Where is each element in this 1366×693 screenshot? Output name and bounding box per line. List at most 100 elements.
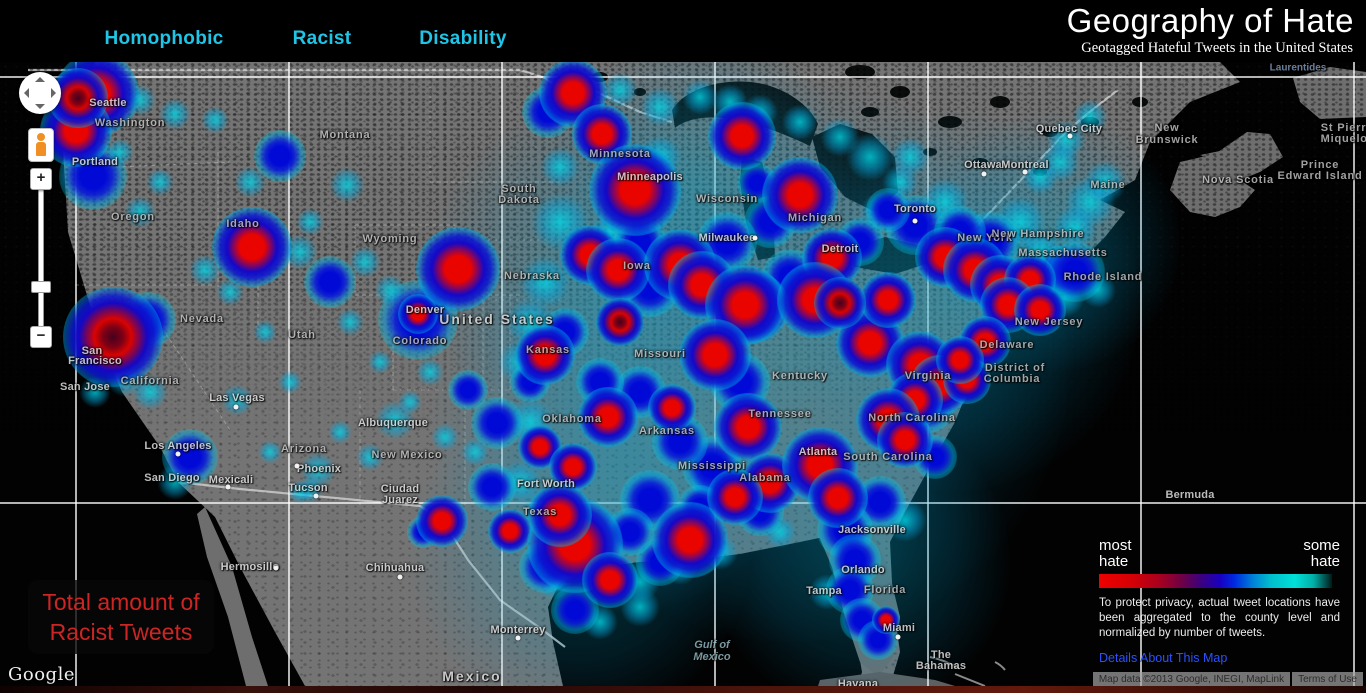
tab-homophobic[interactable]: Homophobic [104, 28, 224, 49]
map-label: Rhode Island [1063, 271, 1143, 283]
map-label: Brunswick [1135, 134, 1199, 146]
total-tweets-box: Total amount of Racist Tweets [28, 580, 214, 654]
map-label: United States [439, 311, 555, 327]
graticule-line [1140, 62, 1142, 686]
legend-most-hate-label: most hate [1099, 537, 1132, 571]
map-label: New York [957, 232, 1013, 244]
city-dot [752, 235, 758, 241]
zoom-in-button[interactable]: + [30, 168, 52, 190]
newfoundland [1293, 67, 1366, 119]
city-dot [225, 484, 231, 490]
map-label: Nova Scotia [1202, 174, 1274, 186]
map-label: Montana [319, 129, 371, 141]
map-label: New Mexico [371, 449, 443, 461]
zoom-slider-track[interactable] [38, 188, 44, 328]
map-label: Chihuahua [365, 562, 425, 574]
city-dot [912, 218, 918, 224]
map-canvas[interactable]: Washington Montana Oregon Idaho Wyoming South… [0, 62, 1366, 686]
pan-down-icon[interactable] [35, 104, 45, 109]
city-dot [313, 493, 319, 499]
map-label: Wisconsin [695, 193, 759, 205]
map-label: Kentucky [772, 370, 828, 382]
baja-peninsula [197, 507, 268, 686]
map-label: St Pierre [1320, 122, 1366, 134]
legend-privacy-note: To protect privacy, actual tweet locatio… [1099, 597, 1340, 640]
map-legend: most hate some hate To protect privacy, ac… [1099, 537, 1340, 667]
map-label: Edward Island [1277, 170, 1363, 182]
street-view-pegman[interactable] [28, 128, 54, 162]
map-label: Ciudad [380, 483, 420, 495]
pan-right-icon[interactable] [51, 88, 56, 98]
city-dot [273, 565, 279, 571]
map-label: Washington [94, 117, 166, 129]
atlantic-ocean [890, 62, 1366, 686]
map-label: Oregon [111, 211, 155, 223]
map-label: Orlando [841, 564, 885, 576]
map-label: Quebec City [1035, 123, 1103, 135]
map-label: Minnesota [589, 148, 651, 160]
map-label: Nevada [180, 313, 224, 325]
pan-control[interactable] [19, 72, 61, 114]
legend-gradient-bar [1099, 574, 1332, 589]
prince-edward-island [1200, 149, 1255, 162]
map-label: Wyoming [362, 233, 418, 245]
map-label: Havana [837, 678, 879, 686]
page-title: Geography of Hate [1066, 2, 1354, 39]
map-label: Virginia [904, 370, 952, 382]
map-label: Prince [1300, 159, 1340, 171]
map-label: Mississippi [677, 460, 747, 472]
map-label: Nebraska [504, 270, 560, 282]
city-dot [981, 171, 987, 177]
pegman-icon-body [36, 142, 46, 156]
pan-left-icon[interactable] [24, 88, 29, 98]
map-label: Gulf of [694, 639, 730, 651]
map-label: Michigan [787, 212, 843, 224]
map-label: San [81, 345, 103, 357]
bottom-edge-strip [0, 686, 1366, 693]
map-label: Delaware [979, 339, 1035, 351]
map-label: Fort Worth [516, 478, 576, 490]
map-label: Los Angeles [144, 440, 212, 452]
map-label: Miquelon [1320, 133, 1366, 145]
graticule-line [1353, 62, 1355, 686]
map-label: Massachusetts [1018, 247, 1108, 259]
map-label: Montreal [1001, 159, 1049, 171]
zoom-slider-handle[interactable] [31, 281, 51, 293]
map-attribution: Map data ©2013 Google, INEGI, MapLink Te… [1092, 672, 1363, 686]
map-label: Utah [288, 329, 316, 341]
map-label: Kansas [526, 344, 570, 356]
map-label: Miami [882, 622, 916, 634]
map-label: New Hampshire [991, 228, 1085, 240]
google-logo[interactable]: Google [8, 664, 75, 685]
city-dot [233, 404, 239, 410]
map-label: South Carolina [843, 451, 933, 463]
bahamas-islands [929, 656, 1006, 686]
pan-up-icon[interactable] [35, 77, 45, 82]
tab-racist[interactable]: Racist [292, 28, 352, 49]
map-label: The [930, 649, 952, 661]
map-label: Detroit [821, 243, 859, 255]
zoom-out-button[interactable]: − [30, 326, 52, 348]
map-label: Toronto [893, 203, 937, 215]
tab-disability[interactable]: Disability [419, 28, 507, 49]
map-label: San Jose [60, 381, 110, 393]
pegman-icon [37, 133, 45, 141]
city-dot [397, 574, 403, 580]
map-label: Denver [405, 304, 445, 316]
map-label: Texas [522, 506, 558, 518]
details-about-map-link[interactable]: Details About This Map [1099, 651, 1228, 666]
map-label: Mexico [442, 668, 502, 684]
map-label: Seattle [89, 97, 127, 109]
map-label: Mexico [693, 651, 731, 663]
graticule-line [0, 76, 1366, 78]
header-bar: Homophobic Racist Disability Geography of … [0, 0, 1366, 62]
terms-of-use-link[interactable]: Terms of Use [1292, 672, 1363, 686]
map-label: Arkansas [639, 425, 695, 437]
map-labels-layer: Washington Montana Oregon Idaho Wyoming South… [0, 62, 1366, 687]
cuba [818, 672, 955, 686]
map-label: California [120, 375, 180, 387]
map-label: Hermosillo [220, 561, 280, 573]
map-label: Portland [71, 156, 119, 168]
city-dot [1022, 169, 1028, 175]
map-label: Jacksonville [838, 524, 906, 536]
